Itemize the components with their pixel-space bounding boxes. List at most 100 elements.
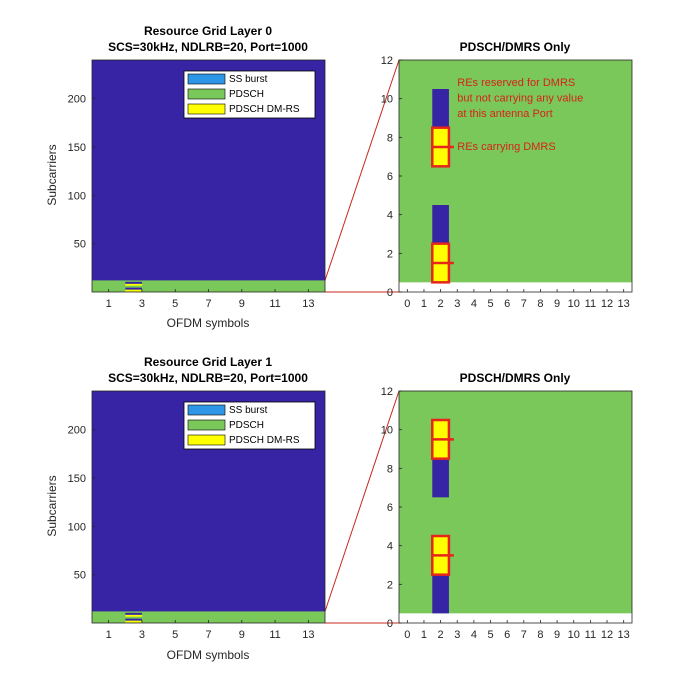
y-tick-label: 2 bbox=[387, 248, 393, 260]
x-tick-label: 3 bbox=[139, 629, 145, 641]
annotation-text: REs carrying DMRS bbox=[457, 141, 555, 153]
legend-swatch-dmrs bbox=[187, 434, 226, 446]
zoom-connector-lines bbox=[324, 59, 400, 624]
dmrs-column-stripe bbox=[125, 618, 142, 621]
x-tick-label: 13 bbox=[618, 629, 630, 641]
y-tick-label: 100 bbox=[68, 521, 86, 533]
y-axis-label: Subcarriers bbox=[45, 475, 59, 536]
x-tick-label: 3 bbox=[454, 298, 460, 310]
y-tick-label: 8 bbox=[387, 463, 393, 475]
x-tick-label: 11 bbox=[585, 298, 596, 310]
reserved-re-block bbox=[432, 89, 449, 128]
x-tick-label: 9 bbox=[239, 298, 245, 310]
dmrs-column-stripe bbox=[125, 289, 142, 292]
y-tick-label: 12 bbox=[381, 55, 393, 67]
y-tick-label: 10 bbox=[381, 94, 393, 106]
x-tick-label: 6 bbox=[504, 629, 510, 641]
x-tick-label: 9 bbox=[554, 298, 560, 310]
legend-swatch-ss-burst bbox=[187, 404, 226, 416]
legend-label-pdsch: PDSCH bbox=[229, 89, 264, 100]
reserved-re-block bbox=[432, 458, 449, 498]
legend: SS burst PDSCH PDSCH DM-RS bbox=[183, 70, 316, 119]
x-tick-label: 11 bbox=[269, 298, 280, 310]
chart-resource-grid-layer-0: Resource Grid Layer 0 SCS=30kHz, NDLRB=2… bbox=[45, 24, 326, 330]
y-tick-label: 50 bbox=[74, 239, 86, 251]
chart-pdsch-dmrs-only-layer-0: PDSCH/DMRS Only 0 1 2 3 4 5 6 7 8 9 10 11 12 13024681… bbox=[381, 40, 633, 310]
dmrs-column-stripe bbox=[125, 614, 142, 617]
x-tick-label: 13 bbox=[302, 629, 314, 641]
y-tick-label: 8 bbox=[387, 132, 393, 144]
x-tick-label: 4 bbox=[471, 298, 477, 310]
chart-title: PDSCH/DMRS Only bbox=[460, 40, 571, 54]
x-tick-label: 7 bbox=[205, 629, 211, 641]
y-tick-label: 150 bbox=[68, 473, 86, 485]
dmrs-column-stripe bbox=[125, 287, 142, 290]
legend-label-dmrs: PDSCH DM-RS bbox=[229, 104, 300, 115]
x-tick-label: 13 bbox=[618, 298, 630, 310]
y-tick-label: 10 bbox=[381, 425, 393, 437]
x-tick-label: 3 bbox=[139, 298, 145, 310]
x-tick-label: 8 bbox=[537, 298, 543, 310]
legend-label-dmrs: PDSCH DM-RS bbox=[229, 435, 300, 446]
x-tick-label: 2 bbox=[438, 298, 444, 310]
y-tick-label: 0 bbox=[387, 287, 393, 299]
legend-swatch-ss-burst bbox=[187, 73, 226, 85]
x-tick-label: 0 bbox=[404, 629, 410, 641]
legend-swatch-pdsch bbox=[187, 88, 226, 100]
y-tick-label: 6 bbox=[387, 502, 393, 514]
x-tick-label: 1 bbox=[421, 298, 427, 310]
legend-label-ss-burst: SS burst bbox=[229, 74, 268, 85]
x-tick-label: 1 bbox=[421, 629, 427, 641]
y-tick-label: 6 bbox=[387, 171, 393, 183]
x-tick-label: 7 bbox=[521, 298, 527, 310]
pdsch-band bbox=[92, 611, 325, 623]
x-tick-label: 12 bbox=[601, 298, 613, 310]
x-tick-label: 5 bbox=[172, 298, 178, 310]
y-tick-label: 4 bbox=[387, 210, 393, 222]
chart-resource-grid-layer-1: Resource Grid Layer 1 SCS=30kHz, NDLRB=2… bbox=[45, 355, 326, 662]
x-tick-label: 11 bbox=[585, 629, 596, 641]
x-tick-label: 7 bbox=[205, 298, 211, 310]
legend-label-ss-burst: SS burst bbox=[229, 405, 268, 416]
x-tick-label: 1 bbox=[106, 298, 112, 310]
legend-swatch-pdsch bbox=[187, 419, 226, 431]
x-tick-label: 8 bbox=[537, 629, 543, 641]
chart-title: PDSCH/DMRS Only bbox=[460, 371, 571, 385]
y-tick-label: 200 bbox=[68, 94, 86, 106]
x-tick-label: 10 bbox=[568, 298, 580, 310]
legend: SS burst PDSCH PDSCH DM-RS bbox=[183, 401, 316, 450]
chart-pdsch-dmrs-only-layer-1: PDSCH/DMRS Only 0 1 2 3 4 5 6 7 8 9 10 11 12 13024681… bbox=[381, 371, 633, 641]
x-tick-label: 6 bbox=[504, 298, 510, 310]
x-tick-label: 1 bbox=[106, 629, 112, 641]
annotation-text: REs reserved for DMRS bbox=[457, 77, 575, 89]
x-axis-label: OFDM symbols bbox=[167, 648, 250, 662]
chart-subtitle: SCS=30kHz, NDLRB=20, Port=1000 bbox=[108, 40, 308, 54]
dmrs-column-stripe bbox=[125, 620, 142, 623]
x-tick-label: 0 bbox=[404, 298, 410, 310]
dmrs-column-stripe bbox=[125, 612, 142, 615]
annotation-text: at this antenna Port bbox=[457, 108, 552, 120]
x-tick-label: 2 bbox=[438, 629, 444, 641]
x-tick-label: 5 bbox=[487, 629, 493, 641]
chart-title: Resource Grid Layer 1 bbox=[144, 355, 272, 369]
x-tick-label: 11 bbox=[269, 629, 280, 641]
x-tick-label: 9 bbox=[554, 629, 560, 641]
x-tick-label: 5 bbox=[172, 629, 178, 641]
x-tick-label: 13 bbox=[302, 298, 314, 310]
y-tick-label: 150 bbox=[68, 142, 86, 154]
x-tick-label: 5 bbox=[487, 298, 493, 310]
dmrs-column-stripe bbox=[125, 281, 142, 284]
x-tick-label: 9 bbox=[239, 629, 245, 641]
pdsch-band bbox=[92, 280, 325, 292]
y-tick-label: 0 bbox=[387, 618, 393, 630]
legend-label-pdsch: PDSCH bbox=[229, 420, 264, 431]
y-tick-label: 200 bbox=[68, 425, 86, 437]
zoom-line-top bbox=[324, 390, 400, 612]
x-tick-label: 4 bbox=[471, 629, 477, 641]
x-tick-label: 10 bbox=[568, 629, 580, 641]
legend-swatch-dmrs bbox=[187, 103, 226, 115]
annotation-text: but not carrying any value bbox=[457, 93, 583, 105]
x-tick-label: 3 bbox=[454, 629, 460, 641]
y-tick-label: 4 bbox=[387, 541, 393, 553]
dmrs-column-stripe bbox=[125, 283, 142, 286]
